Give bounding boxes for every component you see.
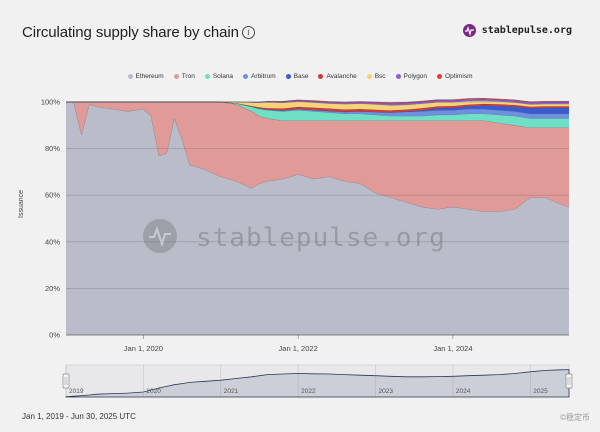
info-icon[interactable]: i: [242, 26, 255, 39]
legend-swatch: [395, 74, 401, 79]
legend-swatch: [285, 74, 291, 79]
y-tick-label: 0%: [49, 331, 60, 340]
legend-item-ethereum[interactable]: Ethereum: [127, 73, 164, 80]
legend-item-avalanche[interactable]: Avalanche: [318, 73, 357, 80]
legend-swatch: [437, 74, 443, 79]
area-tron: [66, 102, 569, 212]
legend-label: Optimism: [445, 73, 473, 80]
brand[interactable]: stablepulse.org: [462, 24, 572, 37]
y-tick-label: 20%: [45, 284, 60, 293]
navigator-tick-label: 2024: [456, 388, 471, 395]
area-ethereum: [66, 102, 569, 335]
y-tick-label: 80%: [45, 144, 60, 153]
navigator-tick-label: 2022: [301, 388, 316, 395]
x-tick-label: Jan 1, 2020: [124, 344, 163, 353]
date-range-label: Jan 1, 2019 - Jun 30, 2025 UTC: [22, 412, 136, 421]
legend-label: Bsc: [374, 73, 386, 80]
navigator-tick-label: 2025: [533, 388, 548, 395]
legend-swatch: [318, 74, 324, 79]
navigator-tick-label: 2021: [224, 388, 239, 395]
legend-label: Solana: [212, 73, 234, 80]
y-tick-label: 60%: [45, 191, 60, 200]
legend-swatch: [127, 74, 133, 79]
navigator-tick-label: 2020: [146, 388, 161, 395]
legend-swatch: [173, 74, 179, 79]
navigator-tick-label: 2023: [379, 388, 394, 395]
legend-item-polygon[interactable]: Polygon: [395, 73, 428, 80]
chart-title: Circulating supply share by chain: [22, 24, 239, 41]
legend-label: Polygon: [403, 73, 428, 80]
area-arbitrum: [66, 102, 569, 119]
watermark-group: stablepulse.org: [143, 219, 446, 253]
pulse-logo-icon: [462, 24, 476, 37]
corner-watermark: ©稳定币: [560, 413, 590, 422]
legend-item-bsc[interactable]: Bsc: [366, 73, 386, 80]
legend-swatch: [243, 74, 249, 79]
series-line-optimism: [66, 97, 569, 104]
watermark-text: stablepulse.org: [196, 223, 446, 253]
area-bsc: [66, 100, 569, 111]
watermark-pulse-icon: [149, 226, 171, 248]
navigator-handle-left[interactable]: [62, 373, 70, 389]
legend-swatch: [366, 74, 372, 79]
legend-label: Avalanche: [326, 73, 357, 80]
x-tick-label: Jan 1, 2024: [433, 344, 472, 353]
legend-swatch: [204, 74, 210, 79]
legend-item-base[interactable]: Base: [285, 73, 309, 80]
navigator: [65, 364, 570, 398]
legend-item-tron[interactable]: Tron: [173, 73, 195, 80]
area-solana: [66, 102, 569, 128]
legend-label: Base: [293, 73, 309, 80]
navigator-tick-label: 2019: [69, 388, 84, 395]
navigator-handle-right[interactable]: [565, 373, 573, 389]
legend-label: Ethereum: [135, 73, 164, 80]
legend-item-optimism[interactable]: Optimism: [437, 73, 473, 80]
legend-item-arbitrum[interactable]: Arbitrum: [243, 73, 276, 80]
area-base: [66, 102, 569, 114]
legend: Ethereum Tron Solana Arbitrum Base Avalanche B…: [0, 73, 600, 80]
brand-name: stablepulse.org: [481, 25, 572, 36]
legend-item-solana[interactable]: Solana: [204, 73, 234, 80]
legend-label: Tron: [181, 73, 195, 80]
navigator-series: [65, 369, 570, 398]
y-tick-label: 100%: [41, 98, 61, 107]
x-tick-label: Jan 1, 2022: [279, 344, 318, 353]
y-tick-label: 40%: [45, 237, 60, 246]
legend-label: Arbitrum: [251, 73, 276, 80]
watermark-logo-icon: [143, 219, 177, 253]
